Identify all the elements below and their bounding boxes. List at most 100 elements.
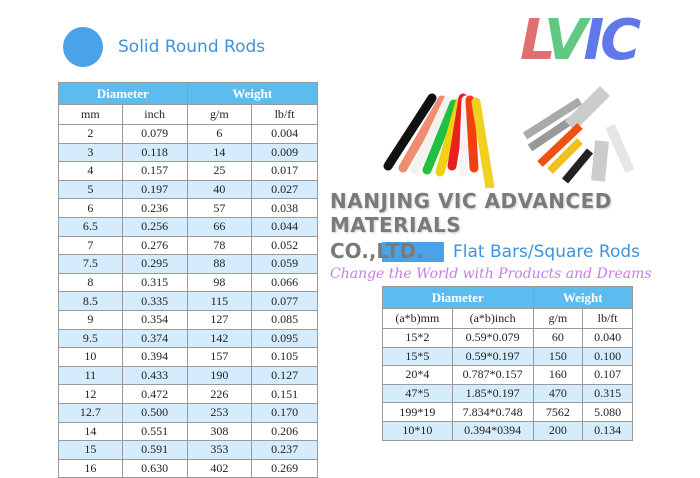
table-cell: 253	[186, 402, 253, 423]
table-cell: 10*10	[382, 420, 453, 441]
table-cell: 25	[186, 161, 253, 181]
table-cell: 66	[186, 216, 253, 237]
table-cell: 14	[58, 421, 123, 442]
table-row: 9 0.354 127 0.085	[58, 309, 318, 330]
table-row: 15*5 0.59*0.197 150 0.100	[382, 346, 633, 367]
weight-header: Weight	[186, 82, 318, 105]
table-row: 14 0.551 308 0.206	[58, 421, 318, 442]
table-cell: 115	[186, 291, 253, 311]
table-cell: 0.787*0.157	[451, 365, 534, 385]
table-row: 20*4 0.787*0.157 160 0.107	[382, 365, 633, 385]
table-row: 4 0.157 25 0.017	[58, 161, 318, 181]
table-cell: 1.85*0.197	[451, 383, 534, 404]
table-cell: 12.7	[58, 402, 123, 423]
round-rods-image	[383, 93, 495, 188]
table-row: 6 0.236 57 0.038	[58, 198, 318, 218]
table-row: 16 0.630 402 0.269	[58, 458, 318, 478]
table-cell: 0.374	[121, 328, 188, 349]
table-row: 5 0.197 40 0.027	[58, 179, 318, 200]
table-cell: 0.394	[121, 347, 188, 367]
table-cell: 9.5	[58, 328, 123, 349]
table-cell: 0.354	[121, 309, 188, 330]
table-cell: 0.630	[121, 458, 188, 478]
table-cell: 15*2	[382, 328, 453, 348]
table-cell: 0.236	[121, 198, 188, 218]
table-cell: 0.059	[251, 254, 318, 274]
table-cell: 2	[58, 124, 123, 144]
table-cell: 0.085	[251, 309, 318, 330]
table-cell: 3	[58, 142, 123, 163]
table-cell: 200	[532, 420, 584, 441]
table-cell: 0.206	[251, 421, 318, 442]
table-cell: 0.237	[251, 440, 318, 460]
table-cell: 157	[186, 347, 253, 367]
company-logo-watermark: LVIC	[520, 8, 641, 73]
table-row: 12 0.472 226 0.151	[58, 384, 318, 404]
diameter-header: Diameter	[382, 286, 534, 309]
table-row: 7 0.276 78 0.052	[58, 235, 318, 256]
table-cell: 150	[532, 346, 584, 367]
table-cell: 127	[186, 309, 253, 330]
table-row: 9.5 0.374 142 0.095	[58, 328, 318, 349]
slogan-watermark: Change the World with Products and Dream…	[330, 266, 652, 282]
subheader-cell: (a*b)mm	[382, 308, 453, 329]
table-cell: 0.077	[251, 291, 318, 311]
table-cell: 353	[186, 440, 253, 460]
table-row: 7.5 0.295 88 0.059	[58, 254, 318, 274]
table-cell: 11	[58, 365, 123, 386]
table-cell: 0.256	[121, 216, 188, 237]
title-bullet-circle	[63, 27, 103, 67]
subheader-cell: lb/ft	[582, 308, 633, 329]
table-cell: 0.004	[251, 124, 318, 144]
table-cell: 0.095	[251, 328, 318, 349]
table-cell: 0.433	[121, 365, 188, 386]
table-cell: 15	[58, 440, 123, 460]
table-cell: 20*4	[382, 365, 453, 385]
table-cell: 0.107	[582, 365, 633, 385]
table-cell: 47*5	[382, 383, 453, 404]
company-name-watermark: NANJING VIC ADVANCED MATERIALS	[330, 189, 612, 237]
table-cell: 226	[186, 384, 253, 404]
table-cell: 0.151	[251, 384, 318, 404]
solid-round-rods-title: Solid Round Rods	[118, 37, 266, 57]
table-cell: 0.295	[121, 254, 188, 274]
table-cell: 0.038	[251, 198, 318, 218]
table-cell: 402	[186, 458, 253, 478]
table-row: 199*19 7.834*0.748 7562 5.080	[382, 402, 633, 422]
table-cell: 6	[58, 198, 123, 218]
table-cell: 0.276	[121, 235, 188, 256]
table-row: 10*10 0.394*0394 200 0.134	[382, 420, 633, 441]
table-cell: 0.551	[121, 421, 188, 442]
table-cell: 0.157	[121, 161, 188, 181]
table-cell: 142	[186, 328, 253, 349]
flat-bars-title: Flat Bars/Square Rods	[453, 242, 640, 262]
table-cell: 0.315	[582, 383, 633, 404]
table-cell: 12	[58, 384, 123, 404]
table-cell: 6	[186, 124, 253, 144]
table-cell: 8	[58, 272, 123, 293]
diameter-header: Diameter	[58, 82, 188, 105]
table-cell: 5.080	[582, 402, 633, 422]
title-bullet-box	[382, 242, 444, 262]
table-cell: 0.500	[121, 402, 188, 423]
table-cell: 40	[186, 179, 253, 200]
table-row: 3 0.118 14 0.009	[58, 142, 318, 163]
table-cell: 0.105	[251, 347, 318, 367]
table-cell: 308	[186, 421, 253, 442]
table-cell: 0.040	[582, 328, 633, 348]
table-row: 2 0.079 6 0.004	[58, 124, 318, 144]
subheader-cell: g/m	[532, 308, 584, 329]
table-cell: 0.009	[251, 142, 318, 163]
round-rods-table: Diameter Weight mm inch g/m lb/ft 2 0.079 6 0.00…	[58, 82, 318, 478]
table-cell: 88	[186, 254, 253, 274]
table-cell: 5	[58, 179, 123, 200]
table-cell: 8.5	[58, 291, 123, 311]
table-cell: 190	[186, 365, 253, 386]
table-cell: 0.079	[121, 124, 188, 144]
table-row: 11 0.433 190 0.127	[58, 365, 318, 386]
table-cell: 0.017	[251, 161, 318, 181]
table-cell: 16	[58, 458, 123, 478]
table-cell: 0.027	[251, 179, 318, 200]
table-row: 6.5 0.256 66 0.044	[58, 216, 318, 237]
table-cell: 14	[186, 142, 253, 163]
